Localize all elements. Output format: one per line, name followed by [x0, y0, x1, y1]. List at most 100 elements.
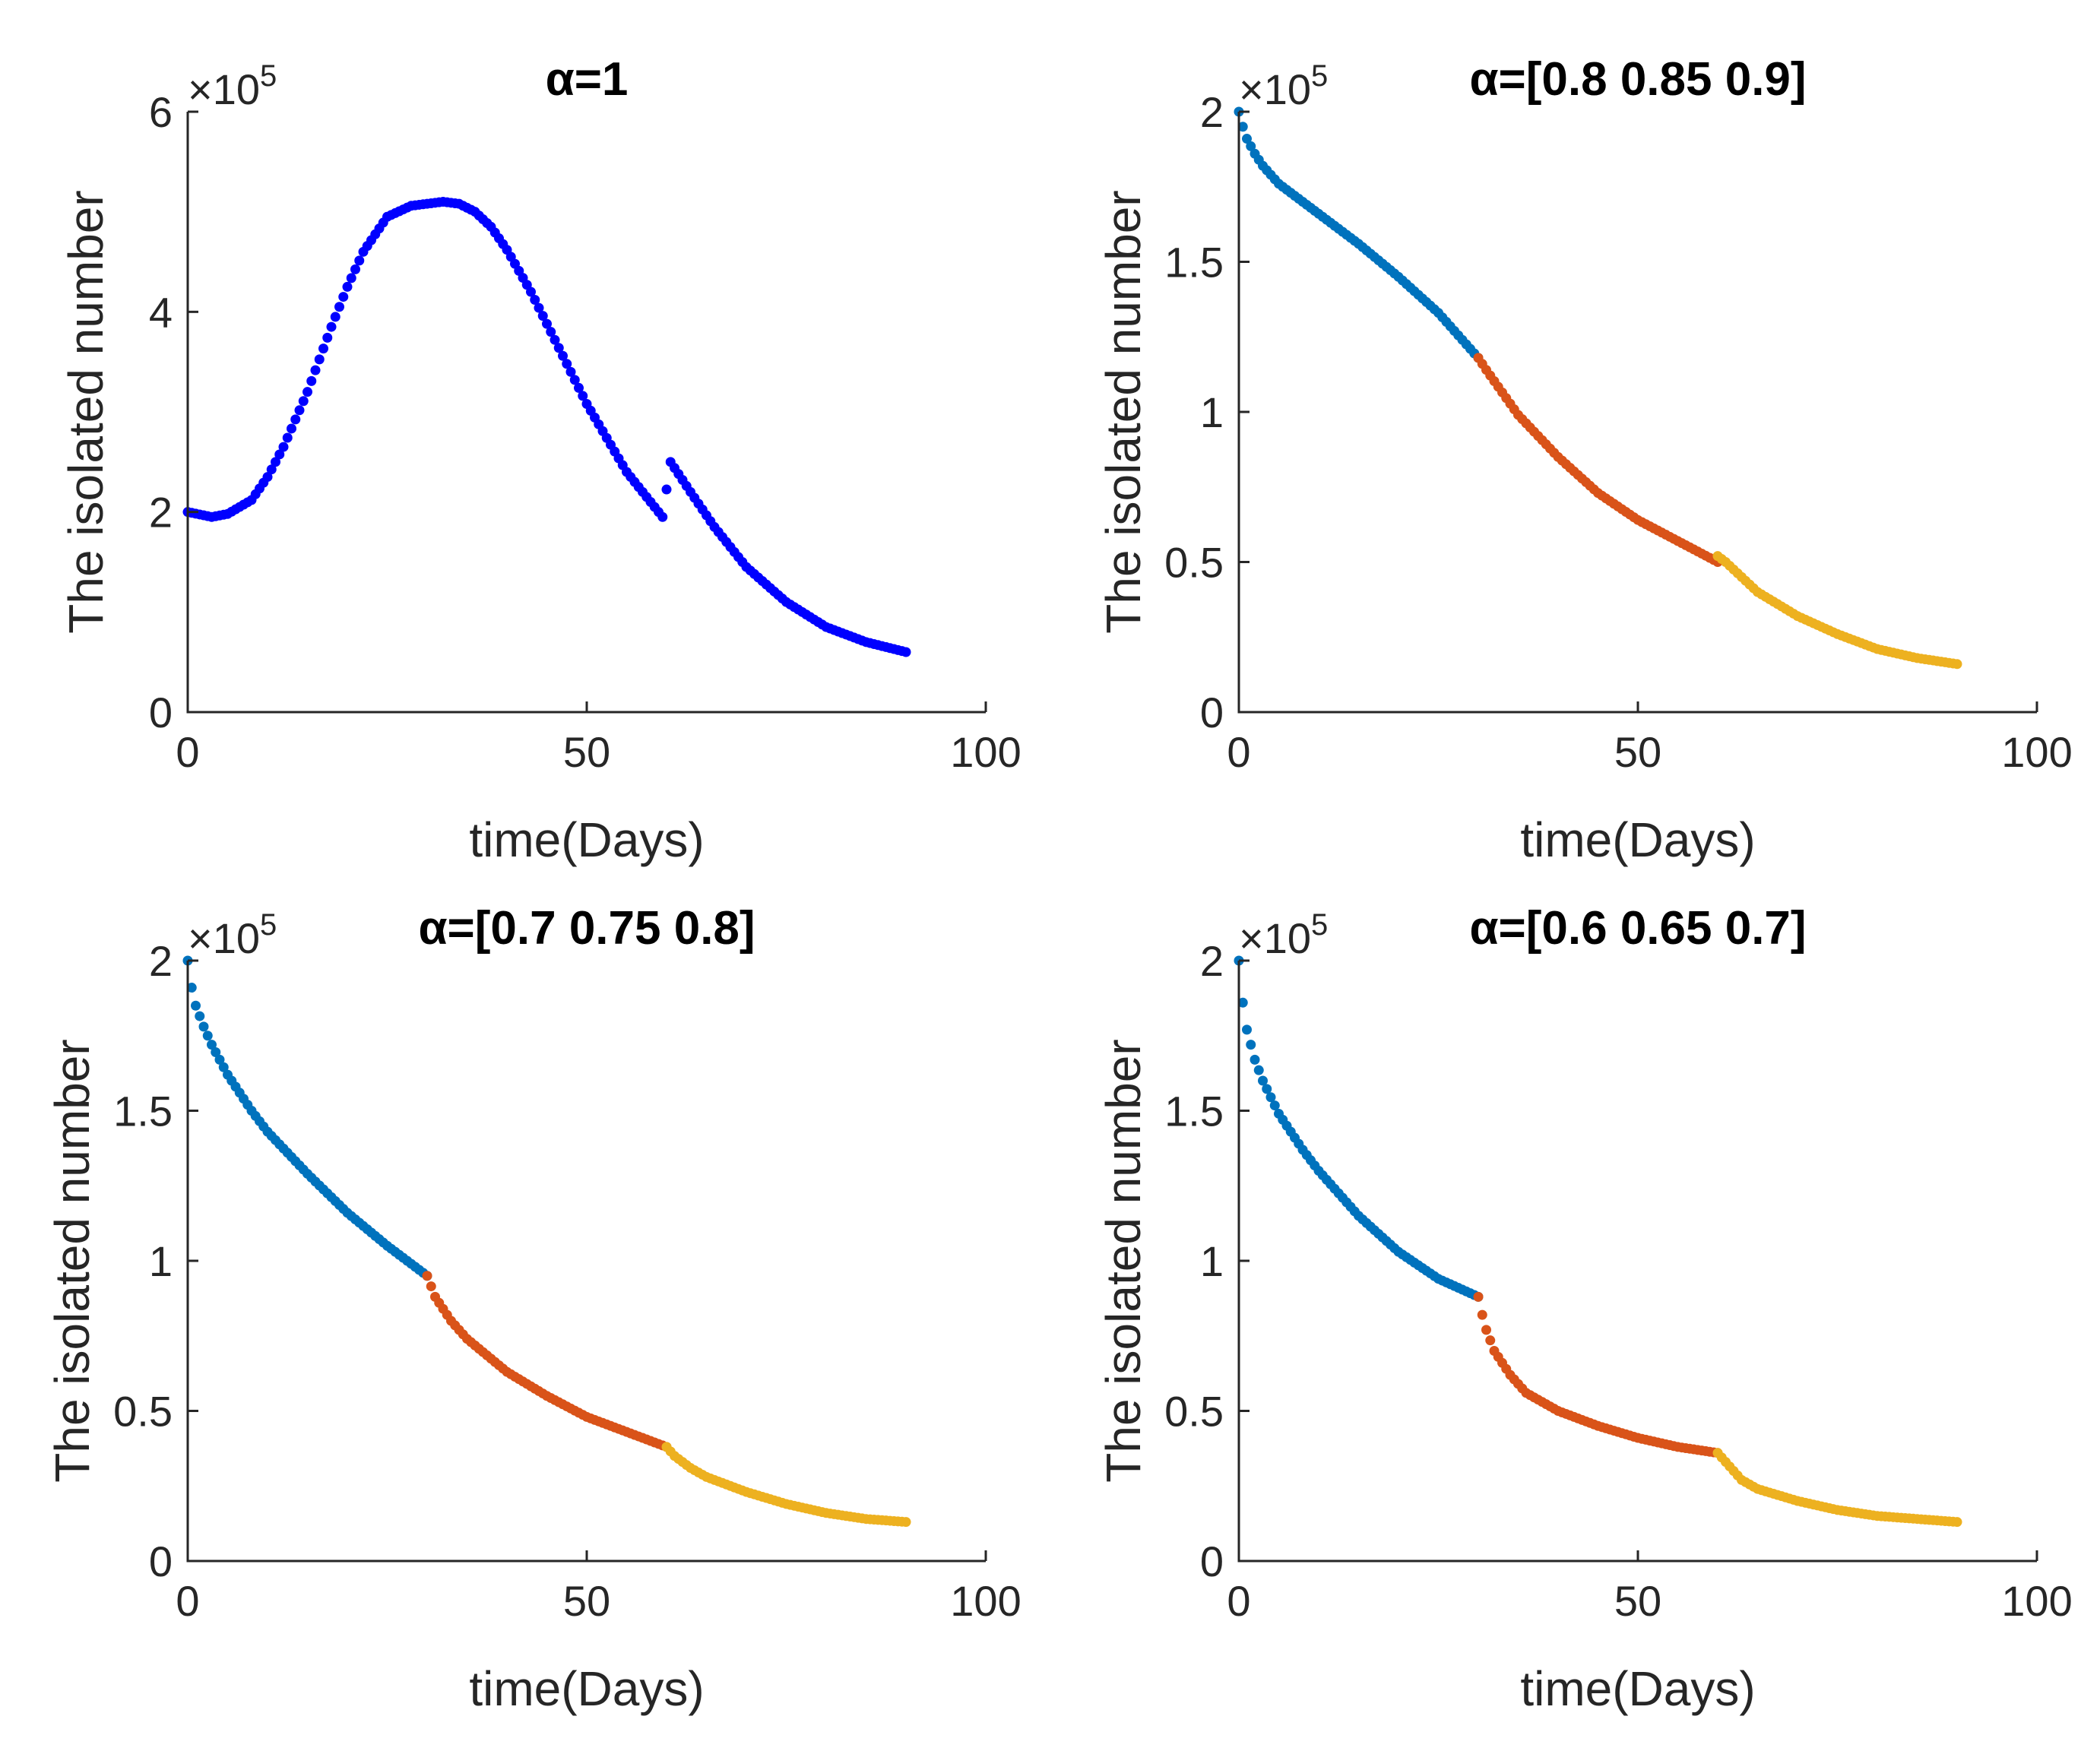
series--0.8: [661, 1442, 911, 1528]
x-tick-label: 50: [563, 1577, 610, 1625]
data-point: [661, 484, 672, 495]
data-point: [426, 1281, 436, 1292]
x-tick-label: 100: [950, 728, 1021, 776]
data-point: [282, 432, 293, 443]
data-point: [1477, 1309, 1487, 1320]
chart-title: α=1: [546, 53, 629, 106]
data-point: [1237, 122, 1248, 132]
data-point: [302, 387, 312, 397]
data-point: [1481, 1325, 1491, 1335]
data-point: [546, 327, 556, 337]
data-point: [901, 1517, 911, 1528]
y-axis-label: The isolated number: [1096, 1039, 1151, 1482]
y-tick-label: 1: [149, 1237, 173, 1285]
series--0.7: [182, 955, 432, 1281]
data-point: [530, 295, 540, 306]
data-point: [198, 1021, 209, 1032]
data-point: [330, 312, 340, 322]
x-tick-label: 0: [176, 1577, 199, 1625]
chart-title: α=[0.7 0.75 0.8]: [418, 902, 755, 955]
series--1: [182, 197, 911, 657]
data-point: [1952, 659, 1962, 670]
y-tick-label: 2: [1200, 88, 1224, 136]
x-axis-label: time(Days): [1520, 812, 1755, 867]
data-point: [322, 332, 333, 343]
data-point: [1246, 141, 1256, 151]
y-tick-label: 0: [1200, 1537, 1224, 1585]
data-point: [191, 1000, 201, 1011]
data-point: [1250, 1054, 1260, 1065]
x-axis-label: time(Days): [469, 812, 704, 867]
data-point: [578, 391, 588, 401]
data-point: [350, 264, 360, 274]
y-tick-label: 0.5: [113, 1388, 173, 1436]
y-tick-label: 1.5: [1164, 1088, 1224, 1135]
data-point: [271, 457, 280, 467]
x-tick-label: 100: [2001, 728, 2072, 776]
series--0.7: [1712, 1448, 1962, 1528]
y-tick-label: 4: [149, 288, 173, 336]
data-point: [195, 1011, 205, 1021]
data-point: [1485, 1335, 1496, 1346]
series--0.9: [1712, 551, 1962, 670]
data-point: [262, 472, 273, 483]
chart-panel-1: α=1 ×105 0 50 100 0 2 4 6 time(Days) The isol…: [59, 53, 1021, 867]
data-point: [1473, 1291, 1484, 1302]
data-point: [314, 354, 325, 365]
data-point: [218, 1062, 229, 1072]
data-point: [211, 1046, 221, 1057]
data-point: [526, 287, 536, 297]
data-point: [1253, 1065, 1264, 1075]
x-tick-label: 50: [1614, 1577, 1661, 1625]
data-point: [1269, 1100, 1280, 1111]
data-point: [346, 273, 356, 283]
data-point: [214, 1054, 225, 1065]
y-exponent-label: ×105: [188, 59, 277, 113]
x-tick-label: 50: [1614, 728, 1661, 776]
chart-panel-2: α=[0.8 0.85 0.9] ×105 0 50 100 0 0.5 1 1.5 2 t…: [1096, 53, 2073, 867]
data-point: [562, 359, 572, 369]
series--0.75: [422, 1271, 672, 1452]
y-tick-label: 2: [149, 489, 173, 537]
x-tick-label: 50: [563, 728, 610, 776]
data-point: [207, 1040, 217, 1050]
data-point: [1262, 1084, 1272, 1094]
data-point: [542, 318, 552, 329]
data-point: [186, 983, 197, 993]
data-point: [1258, 1075, 1268, 1086]
data-point: [537, 311, 548, 321]
data-point: [553, 343, 564, 353]
data-point: [306, 375, 317, 386]
x-tick-label: 100: [2001, 1577, 2072, 1625]
series--0.6: [1234, 955, 1484, 1302]
data-point: [266, 464, 277, 475]
data-point: [558, 350, 568, 361]
data-point: [318, 344, 328, 354]
data-point: [901, 647, 911, 657]
y-axis-label: The isolated number: [59, 190, 113, 633]
data-point: [569, 375, 580, 385]
chart-title: α=[0.6 0.65 0.7]: [1469, 902, 1806, 955]
y-tick-label: 2: [1200, 937, 1224, 985]
data-point: [1242, 1024, 1252, 1035]
data-point: [298, 396, 309, 407]
data-point: [1952, 1517, 1962, 1528]
series--0.85: [1473, 353, 1723, 567]
x-axis-label: time(Days): [1520, 1661, 1755, 1716]
y-tick-label: 6: [149, 88, 173, 136]
y-tick-label: 1.5: [1164, 239, 1224, 287]
data-point: [565, 366, 576, 377]
data-point: [294, 405, 305, 416]
y-axis-label: The isolated number: [45, 1039, 100, 1482]
x-tick-label: 100: [950, 1577, 1021, 1625]
y-tick-label: 0: [149, 1537, 173, 1585]
chart-panel-3: α=[0.7 0.75 0.8] ×105 0 50 100 0 0.5 1 1.5 2 t…: [45, 902, 1021, 1716]
y-exponent-label: ×105: [188, 908, 277, 962]
series--0.65: [1473, 1291, 1723, 1458]
y-tick-label: 1: [1200, 388, 1224, 436]
y-axis-label: The isolated number: [1096, 190, 1151, 633]
x-tick-label: 0: [1227, 1577, 1250, 1625]
y-tick-label: 2: [149, 937, 173, 985]
data-point: [1242, 134, 1252, 144]
